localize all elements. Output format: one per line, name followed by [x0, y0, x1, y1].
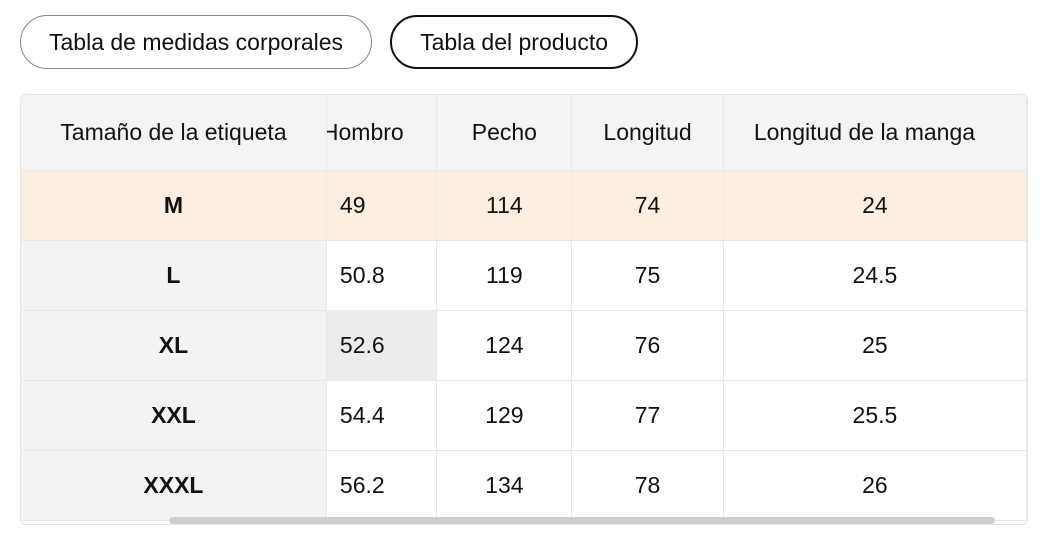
- sleeve-cell: 25: [723, 310, 1027, 381]
- sleeve-cell: 24.5: [723, 240, 1027, 311]
- length-cell: 76: [571, 310, 724, 381]
- table-row[interactable]: L 50.8 119 75 24.5: [21, 240, 1027, 311]
- shoulder-cell: 56.2: [326, 450, 438, 521]
- chest-cell: 129: [436, 380, 573, 451]
- table-row[interactable]: XL 52.6 124 76 25: [21, 310, 1027, 381]
- table-row[interactable]: M 49 114 74 24: [21, 170, 1027, 241]
- size-cell: L: [21, 240, 327, 311]
- shoulder-cell: 52.6: [326, 310, 438, 381]
- size-cell: XXXL: [21, 450, 327, 521]
- header-shoulder: Hombro: [326, 95, 438, 171]
- table-row[interactable]: XXXL 56.2 134 78 26: [21, 450, 1027, 521]
- table-row[interactable]: XXL 54.4 129 77 25.5: [21, 380, 1027, 451]
- sleeve-cell: 25.5: [723, 380, 1027, 451]
- size-cell: M: [21, 170, 327, 241]
- tab-body-measurements[interactable]: Tabla de medidas corporales: [20, 15, 373, 69]
- table-header-row: Tamaño de la etiqueta Hombro Pecho Longi…: [21, 95, 1027, 171]
- header-chest: Pecho: [436, 95, 573, 171]
- chest-cell: 134: [436, 450, 573, 521]
- header-tag-size: Tamaño de la etiqueta: [21, 95, 327, 171]
- chest-cell: 124: [436, 310, 573, 381]
- horizontal-scrollbar[interactable]: [169, 517, 995, 524]
- shoulder-cell: 50.8: [326, 240, 438, 311]
- tab-bar: Tabla de medidas corporales Tabla del pr…: [20, 15, 639, 69]
- size-table: Tamaño de la etiqueta Hombro Pecho Longi…: [21, 95, 1027, 521]
- length-cell: 78: [571, 450, 724, 521]
- shoulder-cell: 49: [326, 170, 438, 241]
- size-cell: XXL: [21, 380, 327, 451]
- length-cell: 75: [571, 240, 724, 311]
- size-cell: XL: [21, 310, 327, 381]
- header-length: Longitud: [571, 95, 724, 171]
- length-cell: 74: [571, 170, 724, 241]
- header-shoulder-label: Hombro: [326, 119, 404, 145]
- tab-product-table[interactable]: Tabla del producto: [390, 15, 639, 69]
- sleeve-cell: 26: [723, 450, 1027, 521]
- chest-cell: 119: [436, 240, 573, 311]
- header-sleeve-length: Longitud de la manga: [723, 95, 1027, 171]
- size-table-container[interactable]: Tamaño de la etiqueta Hombro Pecho Longi…: [20, 94, 1028, 525]
- shoulder-cell: 54.4: [326, 380, 438, 451]
- chest-cell: 114: [436, 170, 573, 241]
- length-cell: 77: [571, 380, 724, 451]
- sleeve-cell: 24: [723, 170, 1027, 241]
